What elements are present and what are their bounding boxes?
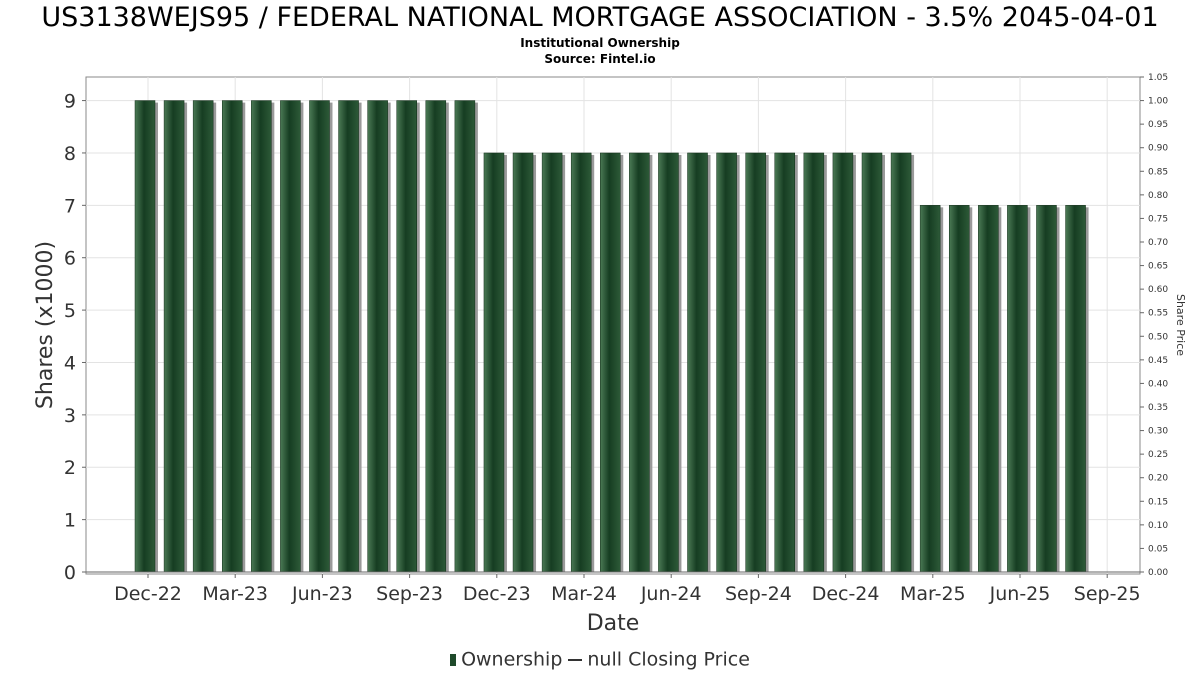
x-tick-label: Sep-24	[725, 583, 792, 605]
y2-tick-label: 0.90	[1148, 144, 1168, 154]
bar	[280, 100, 301, 573]
bar	[919, 205, 941, 573]
x-tick-label: Mar-23	[202, 583, 268, 605]
bar	[629, 152, 650, 573]
x-tick-label: Mar-24	[551, 583, 617, 605]
x-tick-label: Sep-23	[376, 583, 443, 605]
legend-ownership: Ownership	[461, 648, 563, 671]
y-tick-label: 3	[64, 405, 76, 427]
bar	[890, 152, 912, 573]
y-tick-label: 5	[64, 300, 76, 322]
x-tick-label: Jun-23	[291, 583, 353, 605]
bar	[541, 152, 563, 573]
bar	[309, 100, 330, 573]
bar	[745, 152, 766, 573]
x-tick-label: Dec-23	[463, 583, 531, 605]
legend-price: null Closing Price	[587, 648, 750, 671]
chart-source: Source: Fintel.io	[544, 52, 656, 66]
y-tick-label: 7	[64, 195, 76, 217]
bar	[600, 152, 621, 573]
y2-tick-label: 0.75	[1148, 214, 1168, 224]
bar	[163, 100, 185, 573]
y2-tick-label: 0.45	[1148, 356, 1168, 366]
bar	[1065, 205, 1086, 573]
y2-tick-label: 0.80	[1148, 191, 1168, 201]
x-tick-label: Dec-24	[812, 583, 880, 605]
y2-tick-label: 0.85	[1148, 167, 1168, 177]
y2-tick-label: 0.65	[1148, 262, 1168, 272]
bar	[134, 100, 156, 573]
bar	[367, 100, 388, 573]
bar	[570, 152, 592, 573]
bar	[221, 100, 243, 573]
bar	[483, 152, 505, 573]
y2-tick-label: 0.25	[1148, 450, 1168, 460]
y-tick-label: 6	[64, 248, 76, 270]
bar	[716, 152, 737, 573]
chart-title: US3138WEJS95 / FEDERAL NATIONAL MORTGAGE…	[41, 2, 1159, 33]
bar	[832, 152, 854, 573]
y-axis-label: Shares (x1000)	[33, 241, 58, 409]
y2-tick-label: 0.40	[1148, 379, 1168, 389]
y-tick-label: 9	[64, 91, 76, 113]
bar	[687, 152, 708, 573]
x-tick-label: Mar-25	[900, 583, 966, 605]
bar	[803, 152, 825, 573]
bar	[192, 100, 214, 573]
price-legend-line	[568, 658, 583, 661]
y2-tick-label: 0.30	[1148, 427, 1168, 437]
bar	[774, 152, 796, 573]
y2-axis-label: Share Price	[1174, 294, 1187, 356]
y2-tick-label: 0.35	[1148, 403, 1168, 413]
bar	[658, 152, 679, 573]
ownership-legend-swatch	[450, 653, 457, 666]
x-tick-label: Jun-25	[989, 583, 1051, 605]
x-tick-label: Dec-22	[114, 583, 182, 605]
y-tick-label: 1	[64, 510, 76, 532]
bar	[454, 100, 476, 573]
bar	[396, 100, 417, 573]
bar	[1007, 205, 1028, 573]
y2-tick-label: 0.60	[1148, 285, 1168, 295]
bar	[948, 205, 970, 573]
bar	[978, 205, 999, 573]
chart-subtitle: Institutional Ownership	[520, 36, 680, 50]
y-tick-label: 0	[64, 562, 76, 584]
y-tick-label: 8	[64, 143, 76, 165]
y-tick-label: 2	[64, 457, 76, 479]
y2-tick-label: 0.50	[1148, 332, 1168, 342]
bar	[512, 152, 534, 573]
y-axis-ticks: 0 1 2 3 4 5 6 7 8 9	[64, 91, 86, 584]
y2-tick-label: 0.95	[1148, 120, 1168, 130]
x-axis-label: Date	[587, 611, 640, 636]
x-tick-label: Sep-25	[1074, 583, 1141, 605]
y2-tick-label: 0.70	[1148, 238, 1168, 248]
bar	[338, 100, 359, 573]
y2-tick-label: 1.05	[1148, 73, 1168, 83]
chart-legend: Ownership null Closing Price	[0, 648, 1200, 671]
y2-tick-label: 0.20	[1148, 474, 1168, 484]
x-tick-label: Jun-24	[640, 583, 702, 605]
x-axis-ticks: Dec-22 Mar-23 Jun-23 Sep-23 Dec-23 Mar-24 Jun-…	[114, 574, 1141, 605]
bar	[1036, 205, 1057, 573]
y-tick-label: 4	[64, 352, 76, 374]
bar	[251, 100, 272, 573]
bar-series-ownership	[86, 100, 1140, 573]
bar	[425, 100, 447, 573]
y2-tick-label: 0.15	[1148, 497, 1168, 507]
y2-tick-label: 0.55	[1148, 309, 1168, 319]
y2-tick-label: 0.00	[1148, 568, 1168, 578]
y2-tick-label: 1.00	[1148, 97, 1168, 107]
y2-tick-label: 0.05	[1148, 544, 1168, 554]
bar	[861, 152, 883, 573]
y2-axis-ticks: 0.00 0.05 0.10 0.15 0.20 0.25 0.30 0.35 0.40 0.45…	[1140, 73, 1168, 578]
y2-tick-label: 0.10	[1148, 521, 1168, 531]
